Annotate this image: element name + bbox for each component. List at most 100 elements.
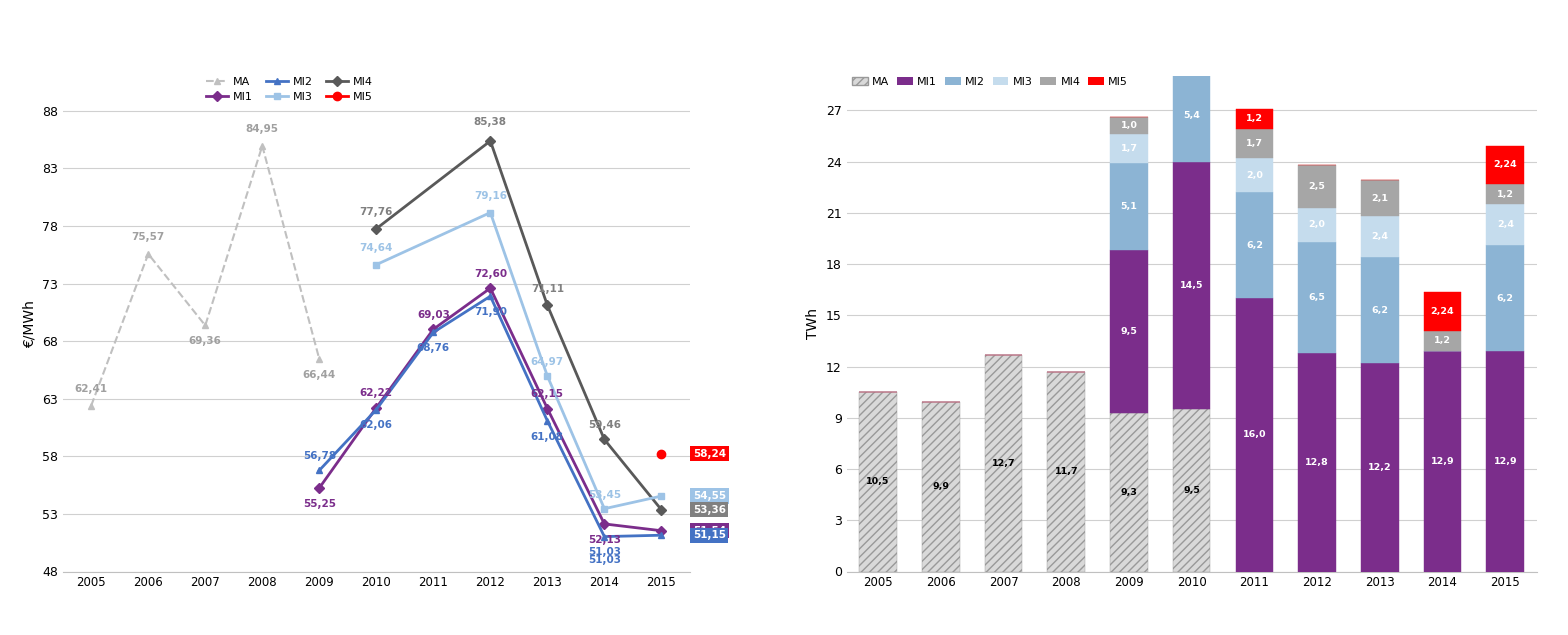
Text: 84,95: 84,95 xyxy=(246,124,279,135)
MI1 xyxy=(652,527,671,535)
Bar xyxy=(1236,129,1273,158)
Bar xyxy=(1298,242,1336,353)
Text: 77,76: 77,76 xyxy=(359,207,394,217)
MI3 xyxy=(594,505,613,512)
Text: 74,64: 74,64 xyxy=(359,243,394,253)
Text: 51,54: 51,54 xyxy=(693,526,726,536)
MI1 xyxy=(423,326,442,333)
Text: 0,8: 0,8 xyxy=(1184,37,1200,46)
Text: 5,4: 5,4 xyxy=(1184,111,1200,120)
Bar xyxy=(1298,353,1336,572)
Bar xyxy=(1486,245,1524,351)
Bar xyxy=(1486,145,1524,184)
MI2 xyxy=(652,531,671,539)
MI3 xyxy=(538,372,557,380)
Bar xyxy=(1424,351,1461,572)
Bar xyxy=(985,354,1022,572)
Text: 69,03: 69,03 xyxy=(417,310,450,320)
Text: 6,2: 6,2 xyxy=(1372,305,1388,315)
Text: 51,03: 51,03 xyxy=(588,555,621,565)
MI4 xyxy=(594,436,613,443)
Text: 62,06: 62,06 xyxy=(359,420,394,431)
Text: 71,90: 71,90 xyxy=(474,307,506,317)
Bar xyxy=(1236,298,1273,572)
Text: 62,41: 62,41 xyxy=(75,384,108,394)
Line: MI4: MI4 xyxy=(373,137,665,513)
MA xyxy=(252,142,271,150)
Text: 1,7: 1,7 xyxy=(1121,144,1137,153)
MA xyxy=(196,322,215,330)
Text: 6,2: 6,2 xyxy=(1247,241,1262,250)
Text: 66,44: 66,44 xyxy=(303,370,336,380)
Text: 69,36: 69,36 xyxy=(188,336,221,346)
Text: 5,1: 5,1 xyxy=(1121,203,1137,211)
Bar xyxy=(1173,49,1210,69)
Bar xyxy=(1298,165,1336,208)
Bar xyxy=(1047,371,1085,572)
MI1 xyxy=(594,520,613,528)
MI2 xyxy=(310,467,329,474)
Bar xyxy=(1110,413,1148,572)
Text: 2,0: 2,0 xyxy=(1247,171,1262,180)
Text: 12,8: 12,8 xyxy=(1305,458,1330,467)
Bar xyxy=(1173,409,1210,572)
Text: 71,11: 71,11 xyxy=(532,284,564,294)
Text: 2,4: 2,4 xyxy=(1372,232,1388,241)
Text: 14,5: 14,5 xyxy=(1181,281,1203,290)
Bar xyxy=(1110,163,1148,250)
Text: 1,2: 1,2 xyxy=(1435,337,1450,345)
Text: 54,55: 54,55 xyxy=(693,491,726,501)
Text: 64,97: 64,97 xyxy=(532,357,564,367)
Text: 12,9: 12,9 xyxy=(1430,457,1455,466)
Line: MI1: MI1 xyxy=(315,284,665,534)
Text: 9,5: 9,5 xyxy=(1121,327,1137,336)
MI2 xyxy=(594,533,613,540)
Text: 11,7: 11,7 xyxy=(1054,467,1079,476)
Bar xyxy=(1486,204,1524,245)
Line: MI3: MI3 xyxy=(373,209,665,512)
Bar xyxy=(1424,331,1461,351)
Bar xyxy=(1173,161,1210,409)
Text: 1,7: 1,7 xyxy=(1247,139,1262,148)
MI2 xyxy=(423,328,442,336)
Text: 6,2: 6,2 xyxy=(1497,294,1513,303)
Text: 51,03: 51,03 xyxy=(588,547,621,558)
Text: 9,9: 9,9 xyxy=(933,483,949,491)
Text: 6,5: 6,5 xyxy=(1309,293,1325,302)
Bar xyxy=(1298,208,1336,242)
Y-axis label: TWh: TWh xyxy=(806,309,820,339)
Text: 56,78: 56,78 xyxy=(303,451,336,461)
Text: 1,2: 1,2 xyxy=(1247,114,1262,123)
Text: 12,7: 12,7 xyxy=(991,458,1016,467)
Line: MA: MA xyxy=(88,142,323,409)
Text: 59,46: 59,46 xyxy=(588,420,621,431)
MI4 xyxy=(367,225,386,232)
Bar xyxy=(922,403,960,572)
Text: 58,24: 58,24 xyxy=(693,448,726,458)
Text: 12,2: 12,2 xyxy=(1367,463,1392,472)
Text: 51,15: 51,15 xyxy=(693,530,726,540)
MI2 xyxy=(367,406,386,413)
Text: 55,25: 55,25 xyxy=(303,498,336,509)
Text: 62,15: 62,15 xyxy=(532,389,564,399)
Bar xyxy=(1110,134,1148,163)
Text: 79,16: 79,16 xyxy=(474,191,506,201)
Bar xyxy=(1486,351,1524,572)
MI4 xyxy=(481,137,500,145)
Y-axis label: €/MWh: €/MWh xyxy=(22,300,36,348)
Text: 10,5: 10,5 xyxy=(867,478,889,486)
Text: 53,45: 53,45 xyxy=(588,490,621,500)
MA xyxy=(140,250,158,258)
Bar xyxy=(1110,250,1148,413)
Text: 1,2: 1,2 xyxy=(1184,55,1200,64)
Bar xyxy=(1173,69,1210,161)
MA xyxy=(82,402,100,410)
MI1 xyxy=(481,284,500,292)
Text: 2,4: 2,4 xyxy=(1497,220,1513,229)
MI2 xyxy=(481,292,500,300)
MI3 xyxy=(367,261,386,269)
Legend: MA, MI1, MI2, MI3, MI4, MI5: MA, MI1, MI2, MI3, MI4, MI5 xyxy=(853,77,1127,87)
Text: 12,9: 12,9 xyxy=(1493,457,1518,466)
Text: 62,22: 62,22 xyxy=(359,389,394,399)
MI3 xyxy=(652,492,671,500)
